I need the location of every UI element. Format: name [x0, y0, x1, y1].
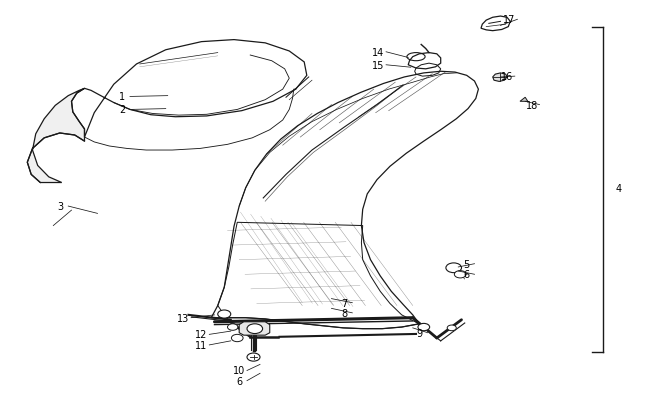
- Text: 3: 3: [57, 202, 64, 211]
- Polygon shape: [493, 74, 507, 82]
- Text: 5: 5: [463, 259, 470, 269]
- Polygon shape: [27, 89, 84, 183]
- Text: 6: 6: [236, 376, 242, 386]
- Circle shape: [231, 335, 243, 342]
- Text: 1: 1: [119, 92, 125, 102]
- Text: 8: 8: [341, 308, 348, 318]
- Text: 11: 11: [196, 340, 207, 350]
- Text: 9: 9: [417, 328, 423, 338]
- Circle shape: [227, 324, 238, 330]
- Text: 15: 15: [372, 61, 385, 70]
- Text: 18: 18: [526, 100, 538, 110]
- Circle shape: [454, 271, 466, 278]
- Polygon shape: [520, 98, 528, 102]
- Circle shape: [446, 263, 462, 273]
- Text: 2: 2: [119, 105, 125, 115]
- Text: 16: 16: [501, 72, 513, 82]
- Text: 4: 4: [616, 183, 622, 193]
- Circle shape: [247, 324, 263, 334]
- Circle shape: [247, 353, 260, 361]
- Text: 6: 6: [463, 270, 470, 279]
- Circle shape: [218, 310, 231, 318]
- Circle shape: [418, 324, 430, 331]
- Text: 12: 12: [195, 330, 208, 339]
- Text: 10: 10: [233, 366, 245, 375]
- Text: 17: 17: [503, 15, 516, 25]
- Text: 13: 13: [177, 313, 189, 323]
- Polygon shape: [239, 322, 270, 335]
- Circle shape: [447, 325, 456, 331]
- Text: 14: 14: [372, 48, 384, 58]
- Text: 7: 7: [341, 298, 348, 308]
